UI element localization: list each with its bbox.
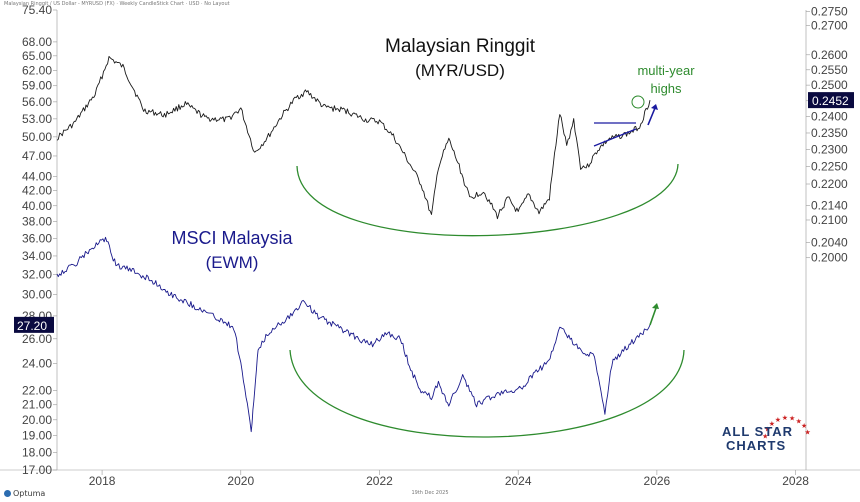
left-tick-label: 44.00 (22, 169, 52, 183)
myr-usd-series-line (56, 55, 651, 220)
ewm-last-value-label: 27.20 (17, 319, 47, 333)
left-tick-label: 20.00 (22, 413, 52, 427)
x-tick-label: 2024 (505, 474, 532, 488)
myr-up-arrow (647, 107, 656, 126)
optuma-logo-icon (4, 490, 11, 497)
left-tick-label: 68.00 (22, 35, 52, 49)
brand-star-icon: ★ (796, 417, 802, 425)
right-tick-label: 0.2600 (811, 48, 848, 62)
myr-rounding-bottom-arc (296, 163, 679, 237)
left-tick-label: 21.00 (22, 398, 52, 412)
ewm-last-value-tag (14, 316, 54, 333)
optuma-logo-text: Optuma (13, 489, 46, 498)
brand-star-icon: ★ (805, 429, 811, 437)
left-tick-label: 22.00 (22, 383, 52, 397)
ewm-subtitle: (EWM) (206, 253, 259, 272)
brand-star-icon: ★ (789, 415, 795, 423)
triangle-support-line (593, 128, 637, 147)
brand-line-2: CHARTS (726, 438, 787, 453)
brand-star-icon: ★ (782, 414, 788, 422)
left-tick-label: 18.00 (22, 445, 52, 459)
myr-last-value-tag (808, 92, 854, 109)
right-tick-label: 0.2200 (811, 177, 848, 191)
left-tick-label: 47.00 (22, 149, 52, 163)
x-tick-label: 2028 (782, 474, 809, 488)
left-tick-label: 50.00 (22, 130, 52, 144)
left-tick-label: 62.00 (22, 63, 52, 77)
brand-star-icon: ★ (769, 420, 775, 428)
right-tick-label: 0.2250 (811, 160, 848, 174)
left-tick-label: 59.00 (22, 79, 52, 93)
left-tick-label: 75.40 (22, 3, 52, 17)
left-tick-label: 53.00 (22, 112, 52, 126)
left-tick-label: 17.00 (22, 463, 52, 477)
x-tick-label: 2026 (644, 474, 671, 488)
brand-star-icon: ★ (801, 422, 807, 430)
left-tick-label: 40.00 (22, 199, 52, 213)
x-tick-label: 2018 (89, 474, 116, 488)
left-tick-label: 36.00 (22, 231, 52, 245)
highs-annotation: highs (650, 81, 682, 96)
right-tick-label: 0.2000 (811, 251, 848, 265)
multi-year-high-circle (631, 95, 645, 109)
ewm-up-arrow (649, 307, 657, 326)
x-tick-label: 2022 (366, 474, 393, 488)
myr-last-value-label: 0.2452 (812, 94, 849, 108)
right-tick-label: 0.2400 (811, 110, 848, 124)
left-tick-label: 38.00 (22, 215, 52, 229)
right-tick-label: 0.2040 (811, 235, 848, 249)
right-tick-label: 0.2300 (811, 143, 848, 157)
right-tick-label: 0.2140 (811, 198, 848, 212)
multi-year-annotation: multi-year (637, 63, 695, 78)
left-tick-label: 65.00 (22, 49, 52, 63)
left-tick-label: 56.00 (22, 95, 52, 109)
right-tick-label: 0.2350 (811, 126, 848, 140)
optuma-logo: Optuma (4, 489, 45, 498)
ewm-title: MSCI Malaysia (171, 228, 293, 248)
left-tick-label: 34.00 (22, 249, 52, 263)
left-tick-label: 42.00 (22, 184, 52, 198)
left-tick-label: 19.00 (22, 429, 52, 443)
left-tick-label: 30.00 (22, 288, 52, 302)
left-tick-label: 24.00 (22, 357, 52, 371)
myr-up-arrow-head (651, 104, 658, 110)
left-tick-label: 32.00 (22, 268, 52, 282)
myr-title: Malaysian Ringgit (385, 36, 536, 57)
chart-footer-date: 19th Dec 2025 (411, 490, 449, 496)
brand-line-1: ALL STAR (722, 424, 794, 439)
myr-subtitle: (MYR/USD) (415, 61, 505, 80)
all-star-charts-logo: ALL STAR CHARTS (722, 425, 812, 453)
left-tick-label: 26.00 (22, 332, 52, 346)
right-tick-label: 0.2550 (811, 63, 848, 77)
brand-star-icon: ★ (764, 426, 770, 434)
right-tick-label: 0.2750 (811, 4, 848, 18)
chart-header-caption: Malaysian Ringgit / US Dollar - MYRUSD (… (4, 1, 230, 7)
x-tick-label: 2020 (227, 474, 254, 488)
brand-star-icon: ★ (775, 416, 781, 424)
right-tick-label: 0.2500 (811, 78, 848, 92)
ewm-rounding-bottom-arc (289, 349, 685, 438)
right-tick-label: 0.2100 (811, 213, 848, 227)
brand-star-icon: ★ (762, 433, 768, 441)
right-tick-label: 0.2700 (811, 19, 848, 33)
ewm-series-line (56, 236, 651, 433)
ewm-up-arrow-head (652, 303, 659, 309)
